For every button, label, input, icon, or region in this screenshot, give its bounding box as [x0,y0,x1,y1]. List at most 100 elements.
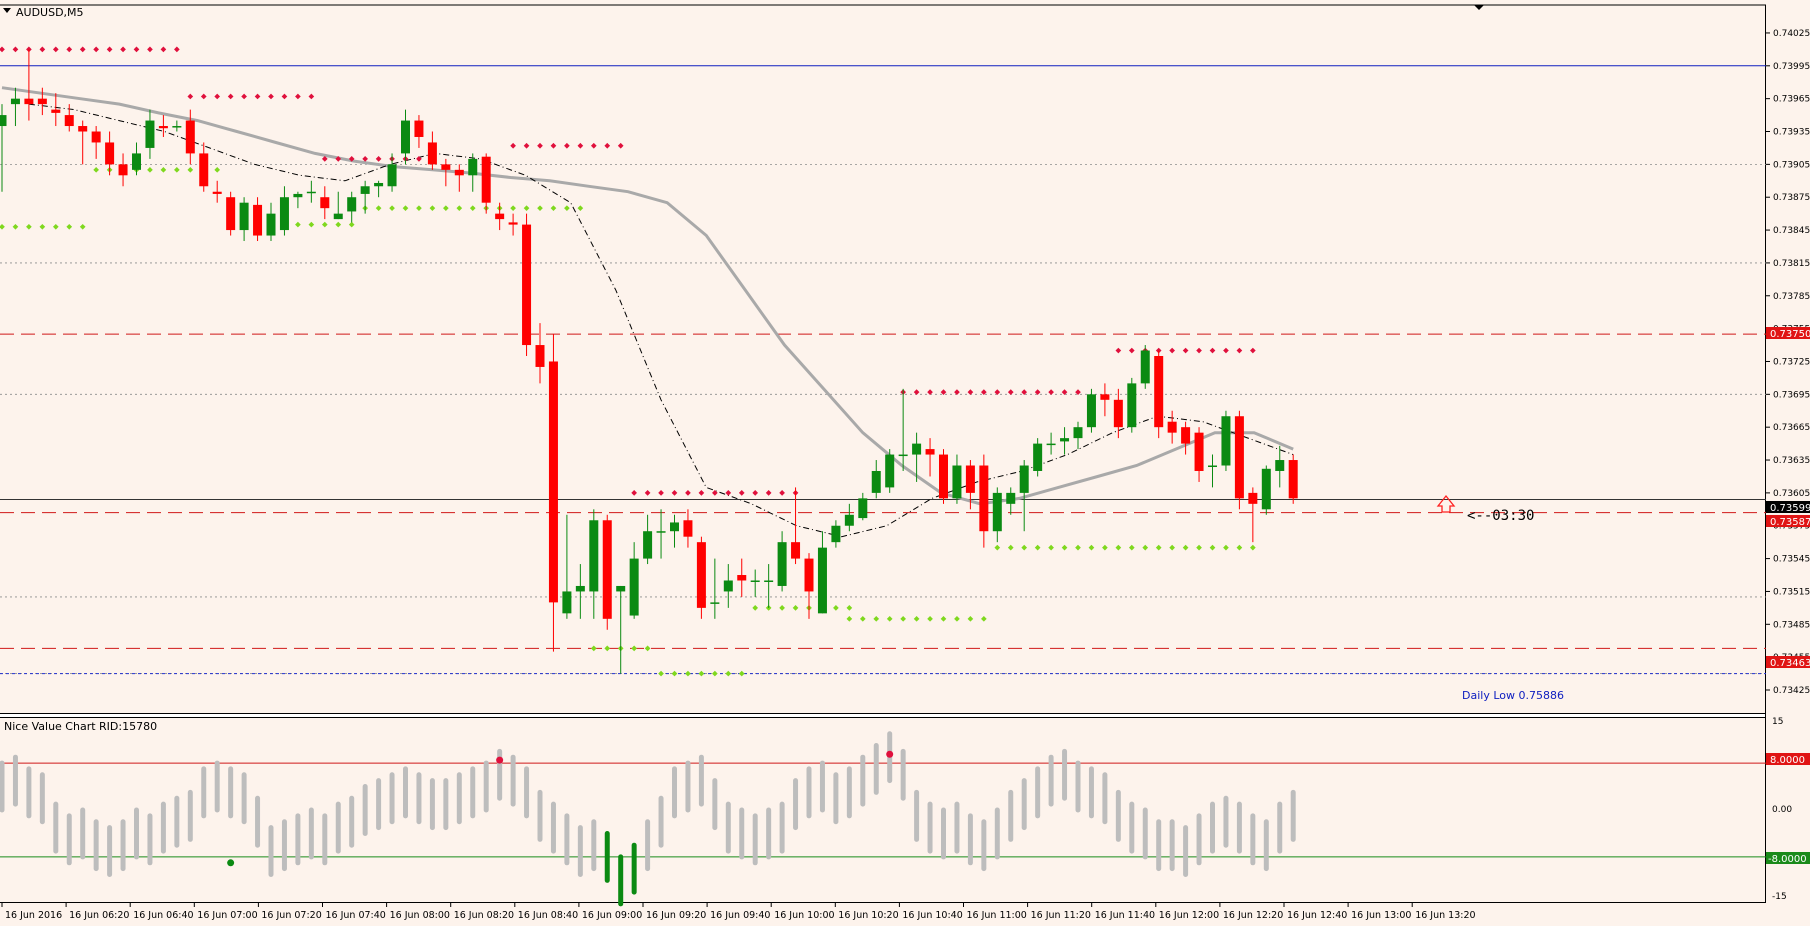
candle [347,191,357,223]
candle [817,531,827,614]
time-tick-label: 16 Jun 2016 [5,910,62,921]
price-tick-label: 0.73425 [1773,686,1810,696]
psar-dot [886,615,893,622]
psar-dot [859,615,866,622]
candle-body [858,498,868,519]
psar-dot [1128,544,1135,551]
candle-body [347,197,357,212]
psar-dot [981,389,987,395]
candle-body [952,465,962,499]
psar-dot [443,205,449,211]
candle-body [293,193,303,198]
candle [683,509,693,548]
candle-body [979,465,989,532]
candle [1221,410,1231,471]
time-tick-label: 16 Jun 09:20 [646,910,706,921]
psar-dot [402,205,409,211]
psar-dot [348,156,355,162]
psar-dot [200,93,207,100]
candle-body [656,531,666,533]
time-tick-label: 16 Jun 12:40 [1287,910,1347,921]
candle [91,126,101,159]
candle-body [1154,356,1164,428]
psar-dot [268,93,274,100]
price-tick-label: 0.73935 [1773,128,1810,138]
bar-countdown: <--03:30 [1467,508,1534,524]
overbought-dot [886,750,894,758]
psar-dot [725,490,732,496]
psar-dot [362,156,368,162]
psar-dot [833,605,839,611]
psar-dot [214,167,221,173]
psar-dot [712,670,718,677]
psar-dot [308,221,315,228]
psar-dot [308,93,315,100]
candle-body [1100,394,1110,400]
candle-body [925,449,935,455]
psar-dot [147,167,153,173]
candle [1275,445,1285,488]
candle-body [454,169,464,176]
candle [791,487,801,565]
candle [764,564,774,608]
candle-body [696,542,706,608]
candle [145,109,155,159]
candle-body [844,514,854,526]
psar-dot [927,615,933,622]
psar-dot [227,93,234,100]
psar-dot [752,605,759,611]
indicator-axis-top: 15 [1772,717,1783,727]
psar-dot [335,221,342,228]
price-tick-label: 0.74025 [1773,29,1810,39]
candle-body [1086,394,1096,428]
candle [387,153,397,192]
psar-dot [1048,389,1054,395]
candle-body [1033,443,1043,471]
candle-body [145,120,155,148]
candle [589,509,599,619]
candle [670,514,679,548]
candle-body [912,443,922,455]
psar-dot [295,93,301,100]
candle [696,536,706,619]
candle [401,109,410,165]
candle-body [898,454,908,457]
psar-dot [671,670,678,677]
candle [804,553,814,619]
psar-dot [1061,544,1068,551]
candle-body [1006,492,1016,504]
candle-body [78,126,88,132]
chart-shift-marker-icon[interactable] [1474,5,1484,10]
psar-dot [375,156,382,162]
candle-body [333,213,343,220]
main-pane-bg [0,0,1766,714]
time-tick-label: 16 Jun 12:20 [1223,910,1283,921]
psar-dot [644,645,651,652]
candle-body [535,345,545,367]
triangle-down-icon[interactable] [3,8,11,13]
candle-body [670,522,679,532]
candle-body [589,520,599,592]
candle-body [643,531,653,559]
psar-dot [1048,544,1054,551]
candle [912,432,922,482]
candle-body [1019,465,1029,493]
candle-body [885,454,895,488]
candle-body [1221,416,1231,466]
psar-dot [564,142,570,149]
candle-body [199,153,209,187]
psar-dot [954,389,960,395]
psar-dot [1155,544,1162,551]
candle [1140,345,1150,389]
moving-averages [1,86,1294,538]
candle-body [172,126,182,128]
psar-dot [792,605,799,611]
psar-dot [1142,544,1149,551]
psar-dot [981,615,987,622]
psar-dot [523,142,530,149]
candle [481,153,491,214]
candlesticks[interactable] [0,49,1298,674]
candle [374,180,384,198]
